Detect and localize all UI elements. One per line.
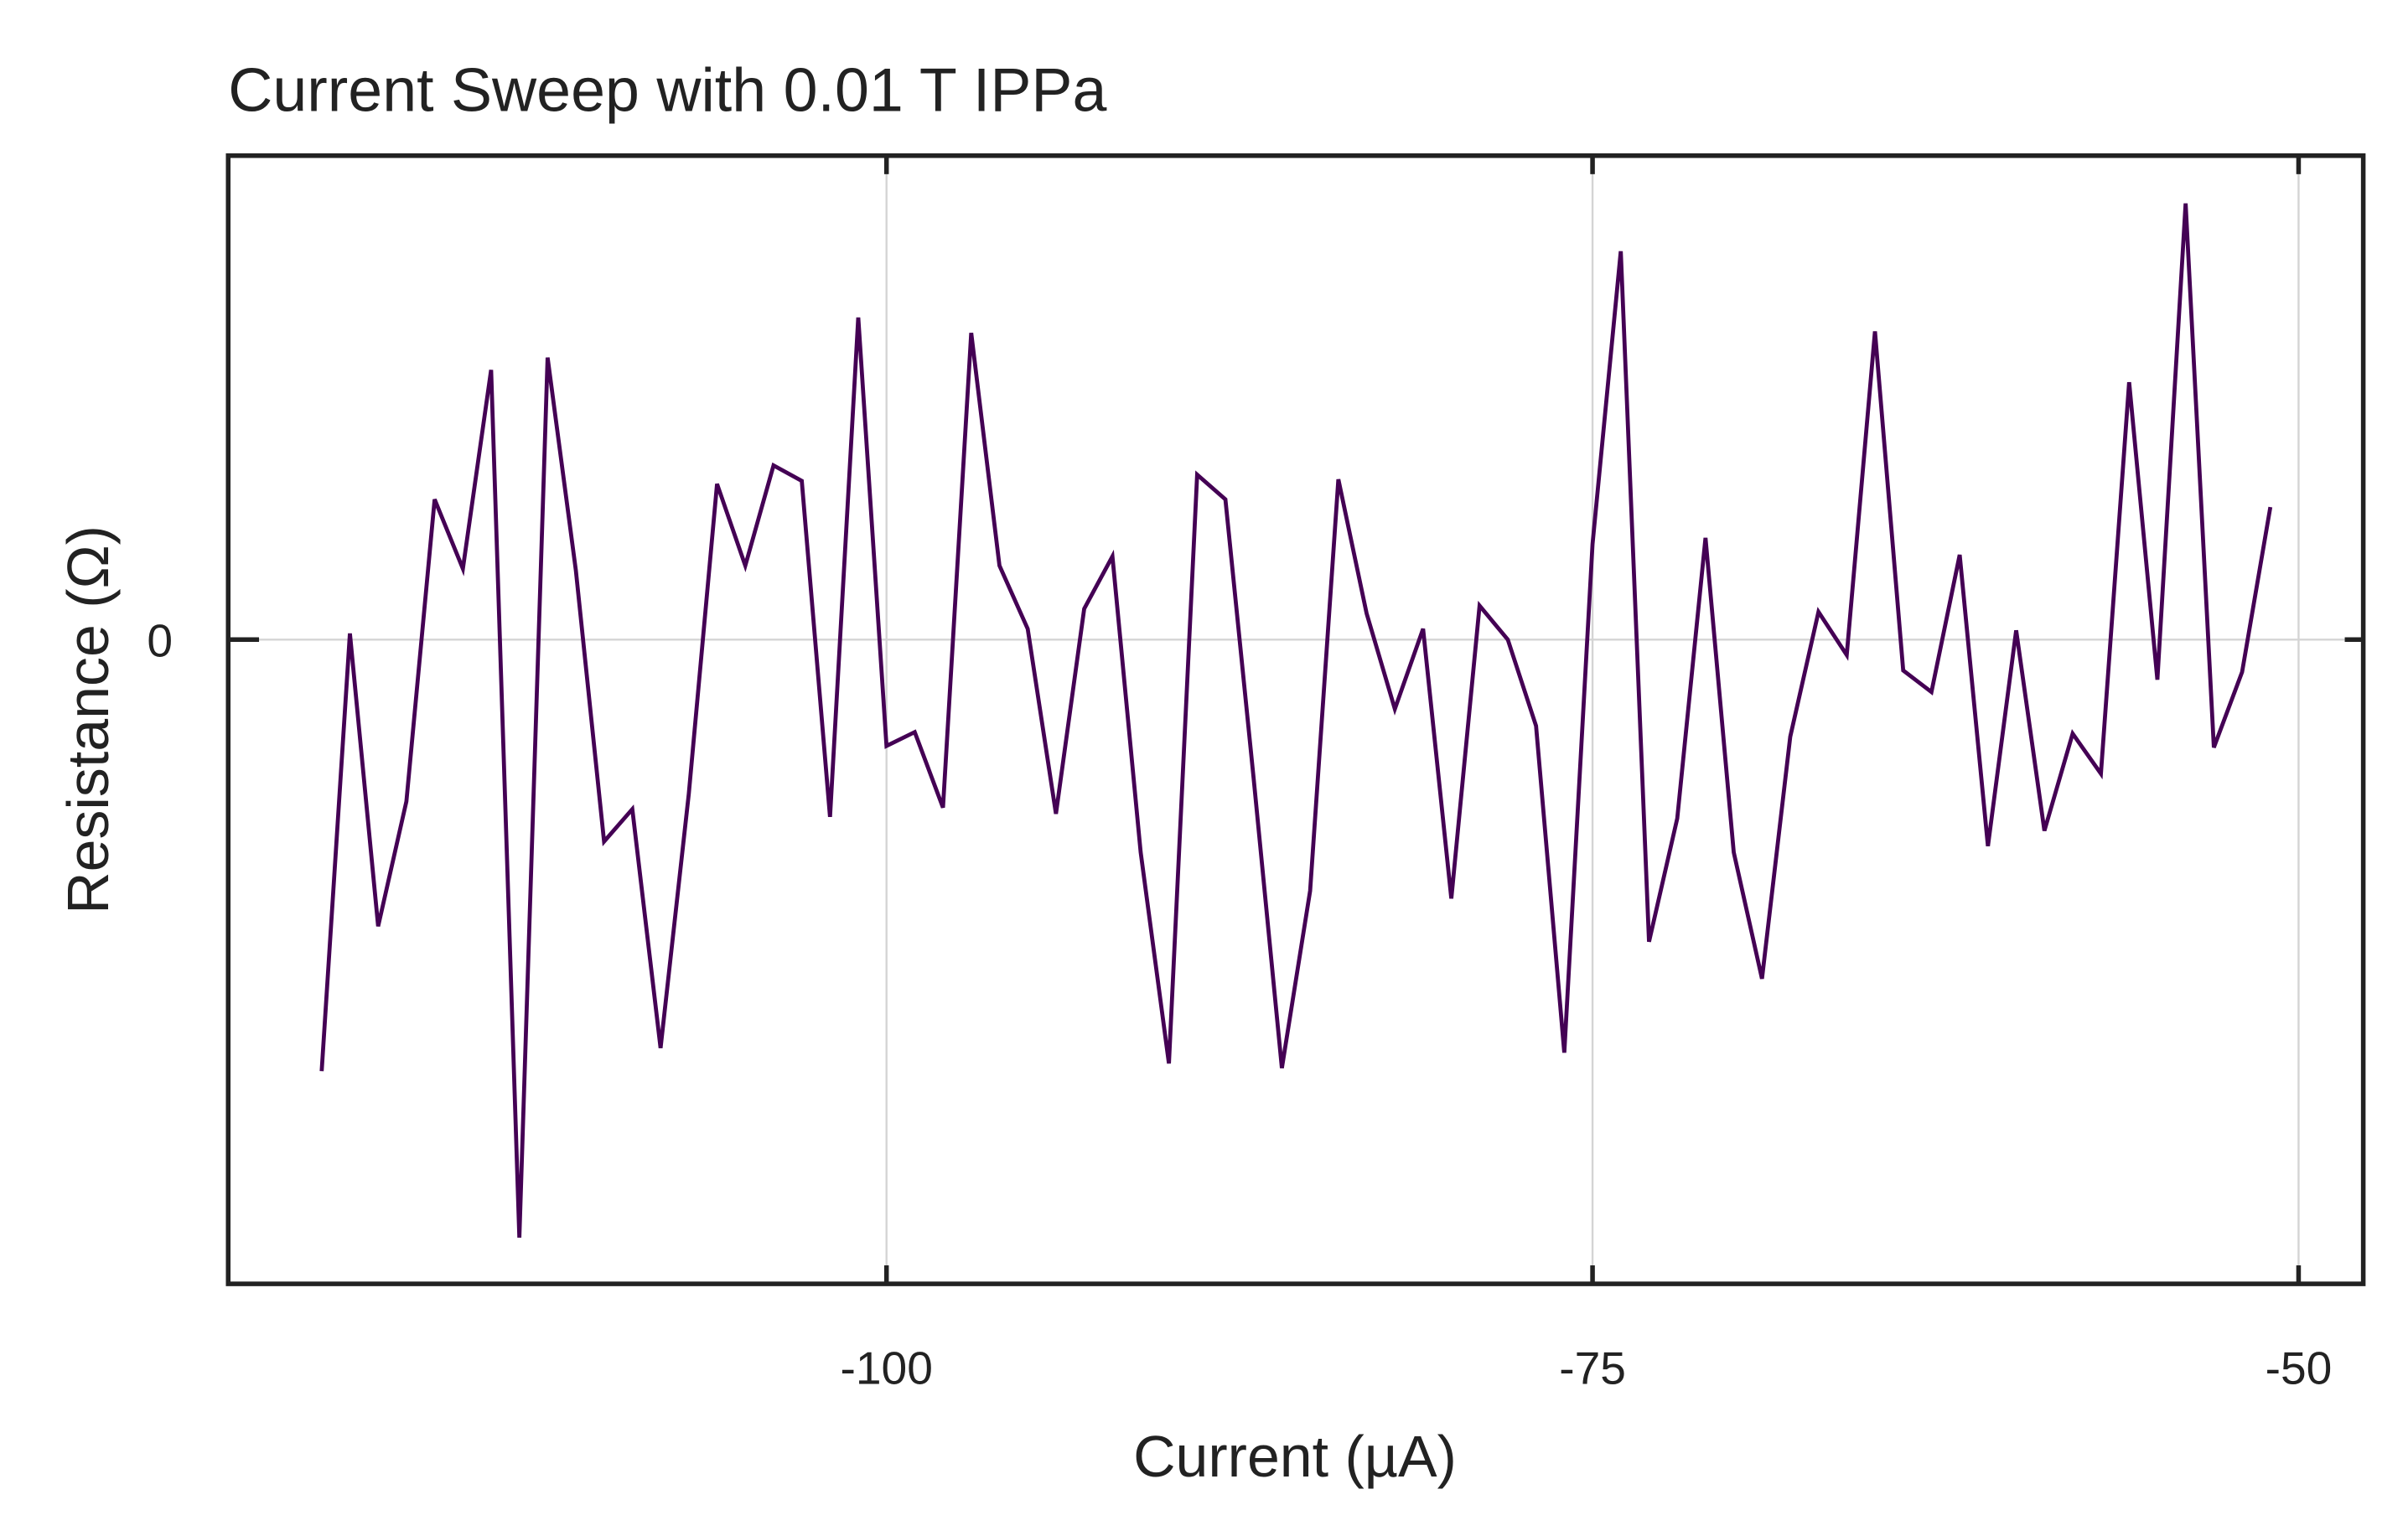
y-axis-label: Resistance (Ω) [55,525,121,914]
x-tick-label: -50 [2266,1342,2333,1394]
x-tick-label: -100 [840,1342,932,1394]
x-tick-label: -75 [1559,1342,1626,1394]
chart-title: Current Sweep with 0.01 T IPPa [228,54,1106,124]
x-axis-label: Current (µA) [1133,1424,1457,1489]
data-line [319,203,2273,1238]
plot-frame [225,153,2366,1286]
y-tick-label: 0 [147,615,173,667]
